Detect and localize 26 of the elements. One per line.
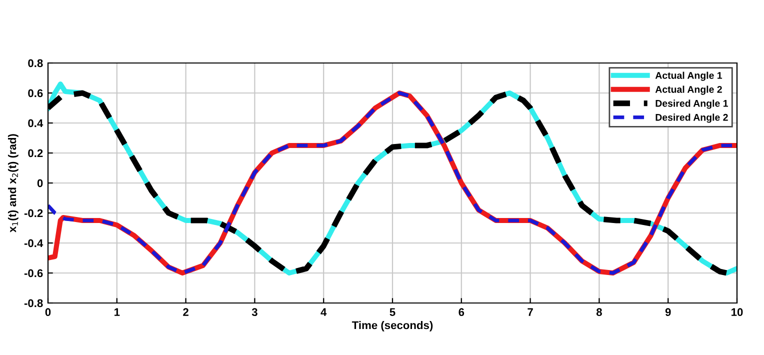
y-tick-label: -0.8 xyxy=(24,299,43,308)
y-tick-label: 0 xyxy=(37,179,43,188)
x-tick-label: 8 xyxy=(596,308,602,316)
y-tick-label: 0.6 xyxy=(28,89,43,98)
legend-label: Actual Angle 2 xyxy=(655,86,722,95)
x-tick-label: 5 xyxy=(390,308,396,316)
y-tick-label: 0.2 xyxy=(28,149,43,158)
y-tick-label: 0.4 xyxy=(28,119,44,128)
x-tick-label: 9 xyxy=(665,308,671,316)
y-axis-title: x$_{1}$(t) and x$_{2}$(t) (rad) xyxy=(8,134,18,232)
x-tick-label: 6 xyxy=(458,308,464,316)
y-tick-label: 0.8 xyxy=(28,59,43,68)
x-tick-label: 4 xyxy=(320,308,327,316)
x-axis-title: Time (seconds) xyxy=(352,320,433,332)
x-tick-label: 3 xyxy=(252,308,258,316)
y-tick-label: -0.6 xyxy=(24,269,43,278)
x-tick-label: 7 xyxy=(528,308,533,316)
x-tick-label: 2 xyxy=(183,308,188,316)
x-tick-label: 0 xyxy=(45,308,51,316)
y-tick-label: -0.4 xyxy=(24,239,44,248)
legend-label: Actual Angle 1 xyxy=(655,72,722,81)
x-tick-label: 10 xyxy=(732,308,743,316)
legend-label: Desired Angle 2 xyxy=(656,114,728,123)
y-tick-label: -0.2 xyxy=(24,209,43,218)
legend-label: Desired Angle 1 xyxy=(656,100,728,109)
x-tick-label: 1 xyxy=(114,308,120,316)
